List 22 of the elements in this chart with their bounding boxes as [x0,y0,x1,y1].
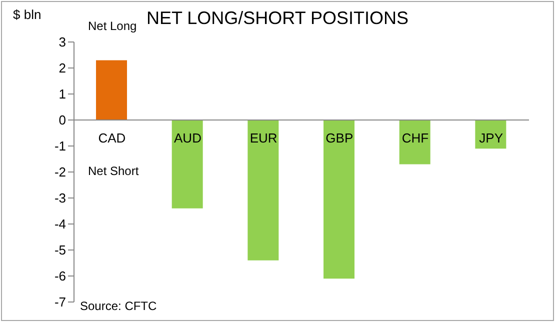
y-tick-label: 2 [58,60,66,76]
x-tick-label: JPY [479,130,504,146]
x-tick-label: AUD [174,130,202,146]
y-tick-label: -3 [54,190,66,206]
y-tick-label: -6 [54,268,66,284]
y-tick-label: -7 [54,294,66,310]
y-tick-label: -5 [54,242,66,258]
x-tick-label: CHF [402,130,429,146]
y-tick-label: 3 [58,34,66,50]
y-tick-label: 0 [58,112,66,128]
y-tick-label: 1 [58,86,66,102]
y-tick-label: -1 [54,138,66,154]
x-tick-label: CAD [98,130,126,146]
annotation: Source: CFTC [80,299,157,313]
annotation: Net Short [88,164,139,178]
y-tick-label: -4 [54,216,66,232]
chart-title: NET LONG/SHORT POSITIONS [146,8,409,28]
y-axis-title: $ bln [13,7,42,22]
text: Net Long [88,19,137,33]
y-tick-label: -2 [54,164,66,180]
x-tick-label: EUR [250,130,278,146]
x-tick-label: GBP [326,130,354,146]
